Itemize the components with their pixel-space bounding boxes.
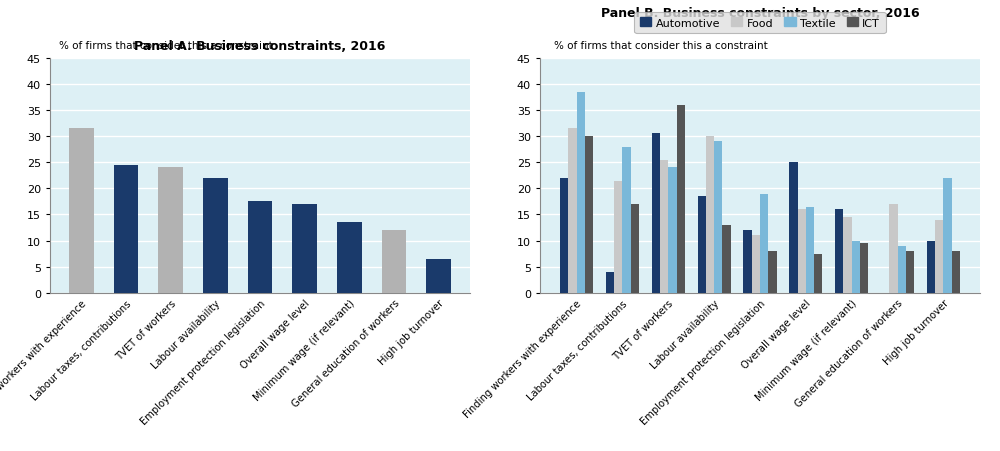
Bar: [114, 166, 138, 293]
Bar: [927, 241, 935, 293]
Bar: [577, 92, 585, 293]
Bar: [677, 106, 685, 293]
Bar: [382, 230, 406, 293]
Bar: [860, 244, 868, 293]
Bar: [622, 147, 631, 293]
Bar: [203, 179, 228, 293]
Bar: [935, 220, 943, 293]
Text: % of firms that consider this a constraint: % of firms that consider this a constrai…: [59, 41, 273, 51]
Bar: [631, 205, 639, 293]
Bar: [814, 254, 822, 293]
Legend: Automotive, Food, Textile, ICT: Automotive, Food, Textile, ICT: [634, 13, 886, 34]
Bar: [806, 207, 814, 293]
Bar: [337, 223, 362, 293]
Bar: [898, 246, 906, 293]
Bar: [714, 142, 722, 293]
Bar: [660, 160, 668, 293]
Bar: [560, 179, 568, 293]
Bar: [906, 252, 914, 293]
Bar: [768, 252, 777, 293]
Bar: [69, 129, 94, 293]
Bar: [852, 241, 860, 293]
Bar: [652, 134, 660, 293]
Bar: [789, 163, 798, 293]
Bar: [158, 168, 183, 293]
Bar: [798, 210, 806, 293]
Title: Panel B. Business constraints by sector, 2016: Panel B. Business constraints by sector,…: [601, 7, 919, 20]
Bar: [606, 272, 614, 293]
Bar: [760, 194, 768, 293]
Title: Panel A. Business constraints, 2016: Panel A. Business constraints, 2016: [134, 40, 386, 53]
Text: % of firms that consider this a constraint: % of firms that consider this a constrai…: [554, 41, 767, 51]
Bar: [722, 226, 731, 293]
Bar: [889, 205, 898, 293]
Bar: [668, 168, 677, 293]
Bar: [943, 179, 952, 293]
Bar: [292, 205, 317, 293]
Bar: [248, 202, 272, 293]
Bar: [752, 236, 760, 293]
Bar: [614, 181, 622, 293]
Bar: [426, 259, 451, 293]
Bar: [568, 129, 577, 293]
Bar: [585, 137, 593, 293]
Bar: [706, 137, 714, 293]
Bar: [843, 217, 852, 293]
Bar: [952, 252, 960, 293]
Bar: [698, 197, 706, 293]
Bar: [743, 230, 752, 293]
Bar: [835, 210, 843, 293]
